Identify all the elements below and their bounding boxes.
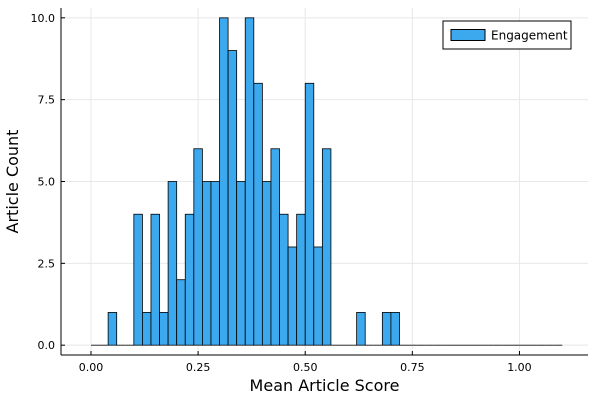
x-tick-label-0: 0.00 (79, 361, 104, 374)
bar-bin-23 (287, 246, 298, 346)
bar-bin-35 (390, 312, 400, 346)
bar-bin-13 (201, 181, 212, 346)
bar-bin-26 (313, 246, 323, 346)
histogram-bars (90, 17, 563, 346)
y-tick-label-3: 7.5 (38, 94, 56, 107)
x-axis-title: Mean Article Score (250, 376, 400, 395)
y-tick-label-2: 5.0 (38, 176, 56, 189)
bar-bin-15 (219, 17, 229, 346)
x-tick-label-4: 1.00 (507, 361, 532, 374)
legend-label-engagement: Engagement (491, 29, 568, 43)
y-tick-label-0: 0.0 (38, 339, 56, 352)
bar-bin-34 (381, 312, 392, 346)
x-tick-label-1: 0.25 (186, 361, 211, 374)
x-tick-label-3: 0.75 (400, 361, 425, 374)
y-tick-label-1: 2.5 (38, 257, 56, 270)
y-tick-label-4: 10.0 (31, 12, 56, 25)
bar-bin-19 (253, 82, 263, 346)
bar-bin-7 (150, 213, 160, 346)
bar-bin-27 (321, 148, 332, 346)
bar-bin-12 (193, 148, 203, 346)
bar-bin-18 (244, 17, 255, 346)
tick-labels: 0.00 0.25 0.50 0.75 1.00 0.0 2.5 5.0 7.5 10.0 (31, 12, 532, 374)
bar-bin-16 (227, 50, 238, 346)
bar-bin-10 (176, 279, 186, 346)
bar-bin-8 (159, 312, 169, 346)
bar-bin-9 (167, 181, 178, 346)
legend-swatch-engagement (450, 29, 486, 41)
y-axis-title: Article Count (3, 130, 22, 234)
bar-bin-20 (261, 181, 272, 346)
bar-bin-25 (304, 82, 315, 346)
bar-bin-6 (142, 312, 152, 346)
legend: Engagement (442, 20, 572, 50)
bar-bin-11 (184, 213, 195, 346)
bar-bin-22 (279, 213, 289, 346)
x-tick-label-2: 0.50 (293, 361, 318, 374)
bar-bin-21 (270, 148, 280, 346)
bar-bin-24 (296, 213, 306, 346)
bar-bin-2 (107, 312, 118, 346)
bar-bin-17 (236, 181, 246, 346)
bar-bin-31 (356, 312, 366, 346)
bar-bin-5 (133, 213, 143, 346)
bar-bin-14 (210, 181, 220, 346)
